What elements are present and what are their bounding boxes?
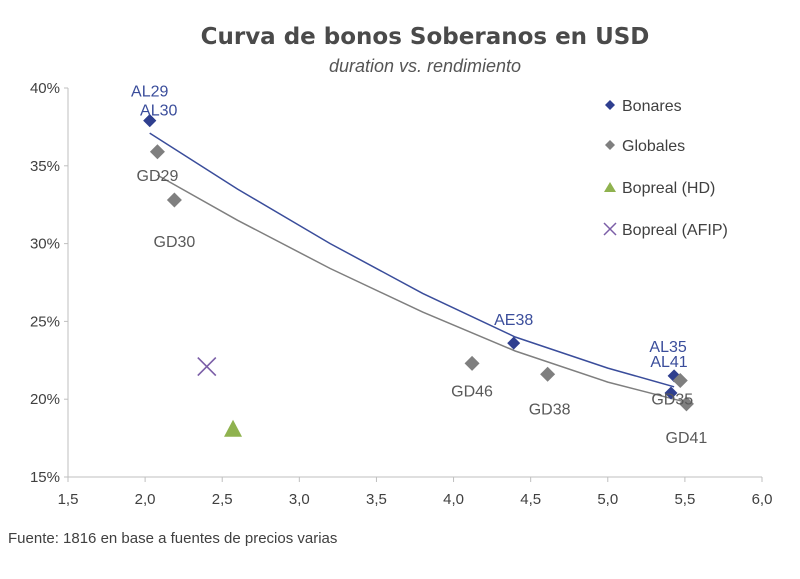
point-globales [672, 373, 688, 389]
legend-bopreal-afip-label: Bopreal (AFIP) [622, 222, 728, 239]
y-tick-label: 30% [30, 236, 60, 253]
label-gd38: GD38 [529, 401, 571, 418]
x-tick-label: 3,5 [366, 491, 387, 508]
y-tick-label: 35% [30, 158, 60, 175]
chart-title: Curva de bonos Soberanos en USD [201, 24, 650, 50]
x-tick-label: 4,5 [520, 491, 541, 508]
x-tick-label: 5,0 [597, 491, 618, 508]
point-globales [540, 366, 556, 382]
trendline-globales [157, 174, 687, 404]
point-bonares [664, 386, 678, 400]
legend-bopreal-hd-label: Bopreal (HD) [622, 180, 715, 197]
label-al30: AL30 [140, 103, 177, 120]
label-gd35: GD35 [651, 392, 693, 409]
point-bopreal-afip [197, 356, 217, 377]
legend-bonares-label: Bonares [622, 98, 682, 115]
axes: 15% 20% 25% 30% 35% 40% 1,5 2,0 2,5 3,0 3,5 4,0 4,5 5… [30, 80, 772, 508]
chart-subtitle: duration vs. rendimiento [329, 56, 521, 76]
x-tick-label: 3,0 [289, 491, 310, 508]
x-tick-label: 1,5 [58, 491, 79, 508]
source-note: Fuente: 1816 en base a fuentes de precio… [8, 530, 338, 547]
point-bonares [507, 336, 521, 350]
y-tick-label: 15% [30, 469, 60, 486]
label-al29: AL29 [131, 84, 168, 101]
point-globales [149, 144, 165, 160]
x-tick-label: 4,0 [443, 491, 464, 508]
x-tick-label: 2,5 [212, 491, 233, 508]
trendline-bonares [149, 132, 675, 388]
x-tick-label: 5,5 [674, 491, 695, 508]
legend-bopreal-afip-marker [603, 222, 617, 236]
label-gd41: GD41 [666, 430, 708, 447]
point-bonares [143, 114, 157, 128]
legend-globales-marker [605, 140, 615, 150]
point-globales [464, 355, 480, 371]
legend-bopreal-hd-marker [604, 182, 616, 192]
trendlines [149, 132, 687, 404]
label-gd30: GD30 [154, 234, 196, 251]
label-gd29: GD29 [137, 168, 179, 185]
label-gd46: GD46 [451, 383, 493, 400]
x-tick-label: 2,0 [135, 491, 156, 508]
y-tick-label: 25% [30, 313, 60, 330]
point-globales [678, 396, 694, 412]
y-tick-label: 40% [30, 80, 60, 97]
point-bopreal-hd [224, 419, 243, 437]
x-tick-label: 6,0 [752, 491, 773, 508]
label-al35: AL35 [649, 339, 686, 356]
label-ae38: AE38 [494, 312, 533, 329]
legend-globales-label: Globales [622, 138, 685, 155]
legend: Bonares Globales Bopreal (HD) Bopreal (A… [603, 98, 728, 239]
label-al41: AL41 [650, 354, 687, 371]
point-globales [166, 192, 182, 208]
y-tick-label: 20% [30, 391, 60, 408]
legend-bonares-marker [605, 100, 615, 110]
data-points [143, 114, 694, 437]
